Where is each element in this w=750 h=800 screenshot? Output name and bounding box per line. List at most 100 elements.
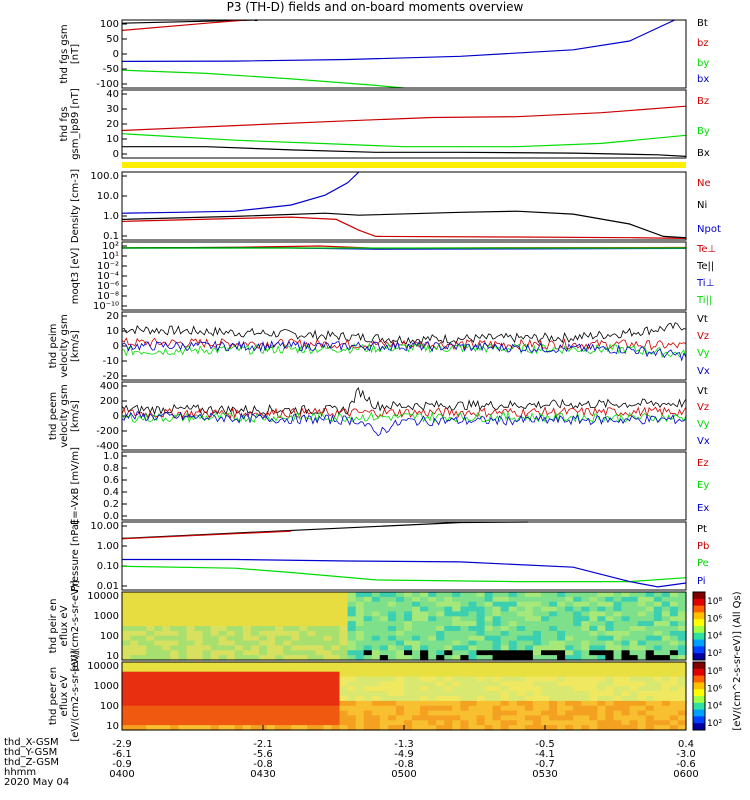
heatmap-cell: [307, 655, 316, 661]
heatmap-cell: [210, 691, 220, 697]
heatmap-cell: [130, 705, 139, 712]
heatmap-cell: [371, 681, 381, 687]
heatmap-cell: [275, 691, 284, 697]
heatmap-cell: [307, 681, 316, 687]
heatmap-cell: [259, 710, 268, 717]
heatmap-cell: [581, 662, 590, 668]
heatmap-cell: [395, 630, 405, 637]
series-line: [121, 337, 687, 351]
heatmap-cell: [452, 626, 461, 632]
heatmap-cell: [218, 705, 228, 712]
heatmap-cell: [154, 686, 163, 692]
heatmap-cell: [589, 596, 598, 603]
heatmap-cell: [589, 650, 598, 656]
heatmap-cell: [307, 671, 316, 678]
heatmap-cell: [492, 635, 502, 642]
heatmap-cell: [363, 630, 373, 637]
heatmap-cell: [653, 710, 663, 717]
heatmap-cell: [307, 616, 316, 622]
y-axis-label: thd peer en: [48, 667, 59, 725]
heatmap-cell: [331, 606, 341, 613]
heatmap-cell: [589, 715, 598, 721]
heatmap-cell: [589, 662, 598, 668]
heatmap-cell: [218, 710, 228, 717]
heatmap-cell: [371, 626, 381, 632]
heatmap-cell: [428, 691, 437, 697]
series-line: [121, 216, 687, 239]
x-tick-label: -0.7: [535, 759, 555, 770]
heatmap-cell: [541, 666, 550, 673]
heatmap-cell: [573, 725, 582, 731]
heatmap-cell: [395, 662, 405, 668]
heatmap-cell: [162, 650, 171, 656]
legend-entry: Te||: [696, 261, 714, 272]
heatmap-cell: [581, 676, 590, 683]
panel-frame: [121, 451, 687, 521]
heatmap-cell: [291, 725, 300, 731]
heatmap-cell: [355, 655, 365, 661]
heatmap-cell: [194, 671, 204, 678]
heatmap-cell: [259, 676, 268, 683]
heatmap-cell: [202, 616, 212, 622]
heatmap-cell: [387, 720, 397, 726]
heatmap-cell: [178, 666, 188, 673]
heatmap-cell: [460, 635, 470, 642]
legend-entry: Te⊥: [696, 244, 716, 255]
heatmap-cell: [589, 611, 598, 617]
heatmap-cell: [516, 621, 526, 627]
heatmap-cell: [283, 621, 292, 627]
heatmap-cell: [549, 645, 558, 651]
heatmap-cell: [436, 616, 445, 622]
heatmap-cell: [146, 666, 155, 673]
heatmap-cell: [677, 691, 687, 697]
heatmap-cell: [412, 671, 421, 678]
heatmap-cell: [323, 592, 333, 598]
heatmap-cell: [307, 592, 316, 598]
heatmap-cell: [307, 626, 316, 632]
heatmap-cell: [242, 616, 252, 622]
heatmap-cell: [130, 621, 139, 627]
heatmap-cell: [541, 676, 550, 683]
heatmap-cell: [154, 696, 163, 702]
heatmap-cell: [573, 686, 582, 692]
heatmap-cell: [468, 630, 478, 637]
heatmap-cell: [476, 715, 486, 721]
heatmap-cell: [363, 601, 373, 608]
heatmap-cell: [146, 606, 155, 613]
heatmap-cell: [315, 686, 325, 692]
heatmap-cell: [484, 710, 494, 717]
heatmap-cell: [428, 601, 437, 608]
heatmap-cell: [170, 686, 179, 692]
heatmap-cell: [331, 611, 341, 617]
heatmap-cell: [242, 621, 252, 627]
heatmap-cell: [170, 640, 179, 647]
heatmap-cell: [460, 666, 470, 673]
date-label: 2020 May 04: [4, 777, 70, 788]
heatmap-cell: [420, 616, 429, 622]
heatmap-cell: [460, 696, 470, 702]
heatmap-cell: [452, 650, 461, 656]
heatmap-cell: [267, 640, 276, 647]
heatmap-cell: [387, 650, 397, 656]
heatmap-cell: [283, 626, 292, 632]
heatmap-cell: [581, 710, 590, 717]
heatmap-cell: [234, 686, 244, 692]
heatmap-cell: [669, 671, 679, 678]
heatmap-cell: [299, 621, 308, 627]
heatmap-cell: [162, 630, 171, 637]
heatmap-cell: [299, 645, 308, 651]
heatmap-cell: [122, 650, 131, 656]
heatmap-cell: [549, 686, 558, 692]
heatmap-cell: [452, 592, 461, 598]
heatmap-cell: [412, 640, 421, 647]
heatmap-cell: [460, 676, 470, 683]
heatmap-cell: [637, 676, 647, 683]
heatmap-cell: [524, 630, 534, 637]
heatmap-cell: [589, 655, 598, 661]
heatmap-cell: [581, 611, 590, 617]
heatmap-cell: [629, 630, 639, 637]
heatmap-cell: [323, 671, 333, 678]
colorbar-segment: [693, 639, 705, 647]
series-line: [121, 19, 247, 31]
heatmap-cell: [371, 635, 381, 642]
